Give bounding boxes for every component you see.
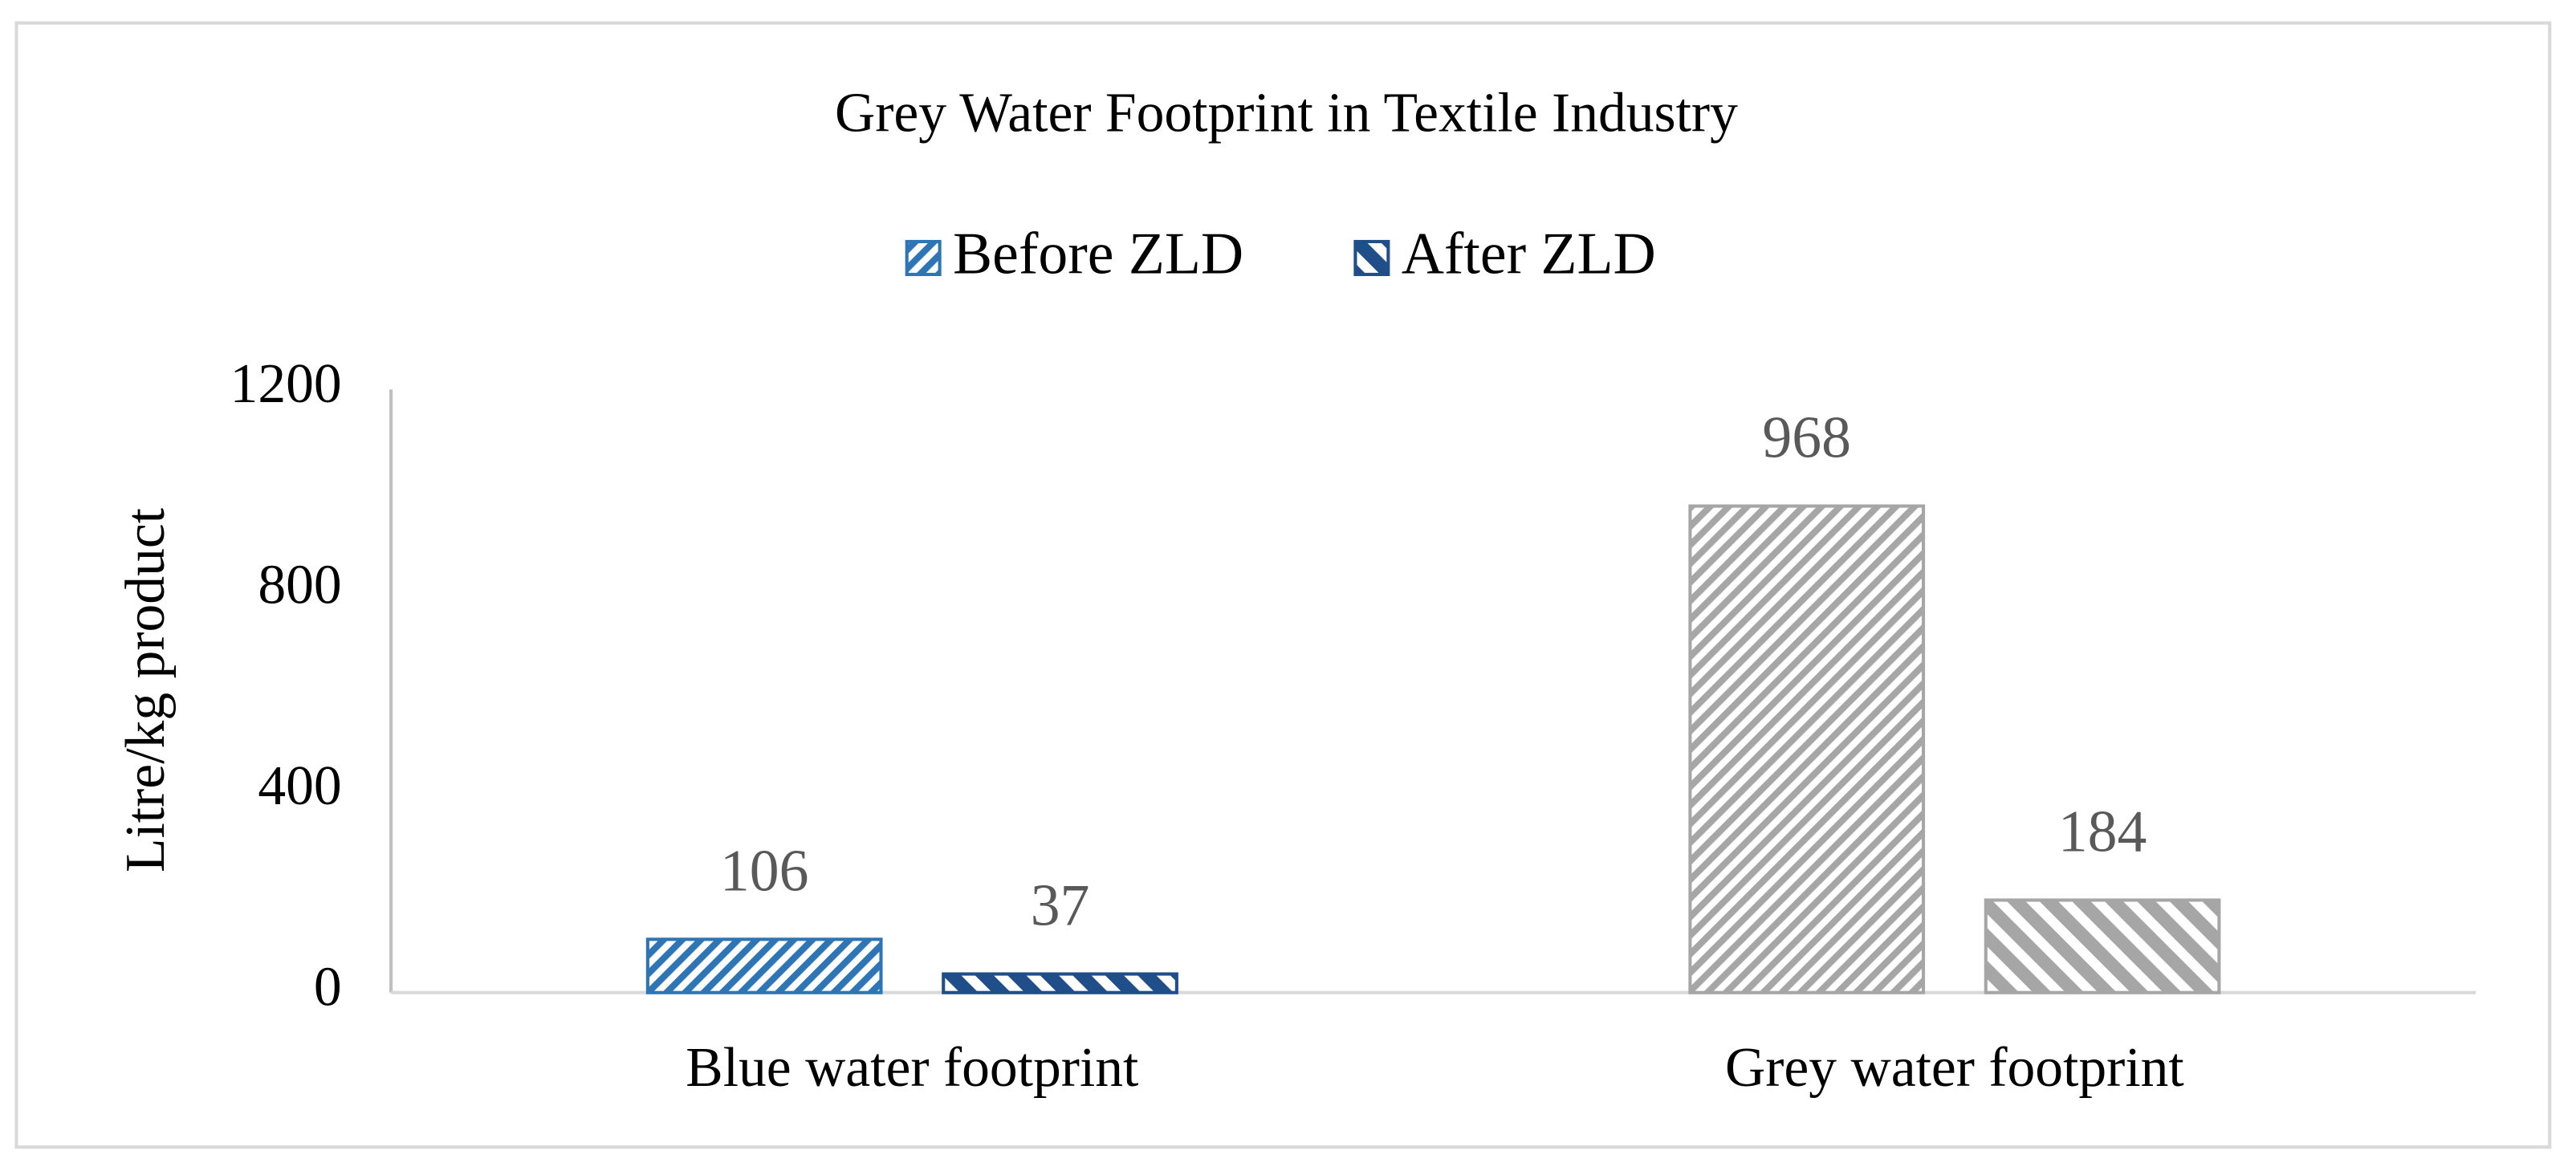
bar [645, 937, 883, 994]
y-tick-label: 400 [258, 755, 341, 817]
data-label: 968 [1762, 405, 1851, 470]
bar [1688, 504, 1926, 994]
bar [942, 972, 1178, 994]
y-axis-label: Litre/kg product [115, 508, 177, 872]
y-tick-label: 0 [314, 957, 342, 1018]
y-tick-label: 1200 [230, 353, 342, 415]
bar [1984, 898, 2221, 994]
legend-swatch [1353, 239, 1390, 276]
legend-swatch [905, 239, 942, 276]
x-tick-label: Grey water footprint [1725, 1037, 2184, 1099]
legend-label: After ZLD [1402, 220, 1656, 286]
y-tick-label: 800 [258, 555, 341, 616]
data-label: 184 [2058, 799, 2147, 864]
data-label: 106 [720, 837, 809, 903]
legend-label: Before ZLD [953, 220, 1243, 286]
data-label: 37 [1031, 872, 1090, 938]
x-tick-label: Blue water footprint [686, 1037, 1138, 1099]
chart-title: Grey Water Footprint in Textile Industry [835, 82, 1738, 144]
